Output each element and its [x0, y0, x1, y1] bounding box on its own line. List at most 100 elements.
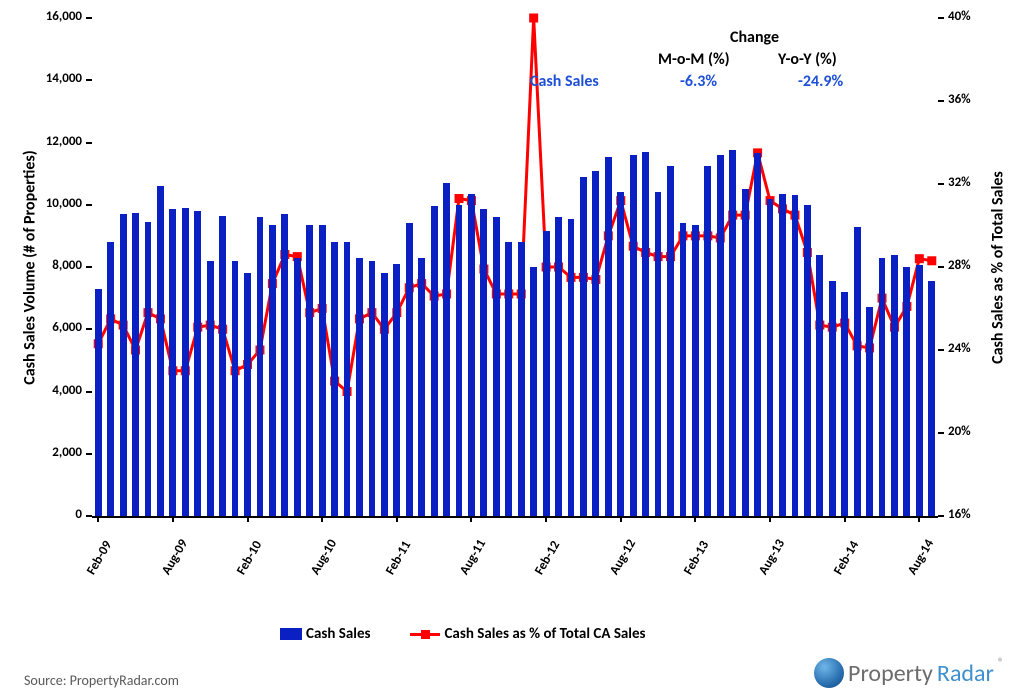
change-col-yoy: Y-o-Y (%) [778, 50, 837, 69]
y-right-tick-label: 20% [948, 424, 971, 439]
change-col-mom: M-o-M (%) [658, 50, 730, 69]
bar [891, 255, 898, 516]
bar [406, 223, 413, 516]
y-right-tick-label: 28% [948, 258, 971, 273]
bar [854, 227, 861, 516]
x-tick-label: Aug-09 [159, 537, 191, 578]
bar [431, 206, 438, 516]
bar [555, 217, 562, 516]
x-tick-label: Aug-10 [308, 537, 340, 578]
bar [617, 192, 624, 516]
bar [281, 214, 288, 516]
bar [903, 267, 910, 516]
bar [916, 265, 923, 516]
legend: Cash Sales Cash Sales as % of Total CA S… [280, 625, 646, 643]
bar [580, 177, 587, 516]
source-text: Source: PropertyRadar.com [24, 672, 179, 689]
y-left-tick-label: 2,000 [32, 445, 82, 460]
bar [605, 157, 612, 516]
bar [207, 261, 214, 516]
x-tick-label: Aug-11 [457, 537, 489, 578]
bar [356, 258, 363, 516]
y-left-tick-label: 14,000 [32, 71, 82, 86]
bar [655, 192, 662, 516]
line-marker [455, 194, 464, 203]
bar [393, 264, 400, 516]
bar [145, 222, 152, 516]
bar [369, 261, 376, 516]
bar [505, 242, 512, 516]
bar [704, 166, 711, 516]
bar [331, 242, 338, 516]
bar [866, 307, 873, 516]
x-tick-label: Aug-13 [756, 537, 788, 578]
bar [816, 255, 823, 516]
bar [928, 281, 935, 516]
bar [592, 171, 599, 516]
line-marker [529, 14, 538, 23]
bar [468, 194, 475, 516]
legend-swatch-line [410, 627, 440, 641]
line-marker [915, 254, 924, 263]
bar [480, 209, 487, 516]
bar [754, 153, 761, 516]
bar [829, 281, 836, 516]
bar [319, 225, 326, 516]
bar [169, 209, 176, 516]
line-marker [927, 256, 936, 265]
bar [95, 289, 102, 516]
bar [767, 199, 774, 516]
bar [879, 258, 886, 516]
bar [219, 216, 226, 516]
brand-text-1: Property [848, 659, 933, 688]
y-left-tick-label: 10,000 [32, 196, 82, 211]
bar [742, 189, 749, 516]
x-tick-label: Feb-14 [831, 538, 862, 577]
bar [132, 213, 139, 516]
legend-swatch-bar [280, 628, 302, 640]
brand-logo: PropertyRadar ® [814, 658, 1004, 688]
bar [456, 205, 463, 516]
bar [443, 183, 450, 516]
bar [841, 292, 848, 516]
bar [107, 242, 114, 516]
legend-label-line: Cash Sales as % of Total CA Sales [444, 625, 645, 643]
chart: Cash Sales Volume (# of Properties) Cash… [0, 0, 1024, 697]
bar [294, 258, 301, 516]
bar [418, 258, 425, 516]
legend-item-line: Cash Sales as % of Total CA Sales [410, 625, 645, 643]
y-right-axis-title: Cash Sales as % of Total Sales [989, 118, 1008, 418]
change-header: Change [730, 28, 779, 47]
bar [493, 217, 500, 516]
bar [804, 205, 811, 516]
x-tick-label: Feb-12 [532, 538, 563, 577]
x-tick-label: Feb-09 [84, 538, 115, 577]
y-left-tick-label: 0 [32, 507, 82, 522]
legend-item-bar: Cash Sales [280, 625, 370, 643]
bar [381, 273, 388, 516]
brand-registered-icon: ® [998, 656, 1004, 670]
bar [729, 150, 736, 516]
y-left-tick-label: 4,000 [32, 383, 82, 398]
y-right-tick-label: 24% [948, 341, 971, 356]
plot-area [92, 18, 938, 518]
bar [257, 217, 264, 516]
y-right-tick-label: 40% [948, 9, 971, 24]
bar [232, 261, 239, 516]
bar [244, 273, 251, 516]
y-right-tick-label: 32% [948, 175, 971, 190]
x-tick-label: Feb-13 [681, 538, 712, 577]
brand-text-2: Radar [937, 659, 994, 688]
bar [269, 225, 276, 516]
bar [120, 214, 127, 516]
y-left-tick-label: 16,000 [32, 9, 82, 24]
bar [530, 267, 537, 516]
bar [543, 231, 550, 516]
bar [518, 242, 525, 516]
bar [717, 155, 724, 516]
x-tick-label: Aug-12 [607, 537, 639, 578]
y-right-tick-label: 36% [948, 92, 971, 107]
y-left-tick-label: 12,000 [32, 134, 82, 149]
bar [680, 223, 687, 516]
bar [792, 195, 799, 516]
